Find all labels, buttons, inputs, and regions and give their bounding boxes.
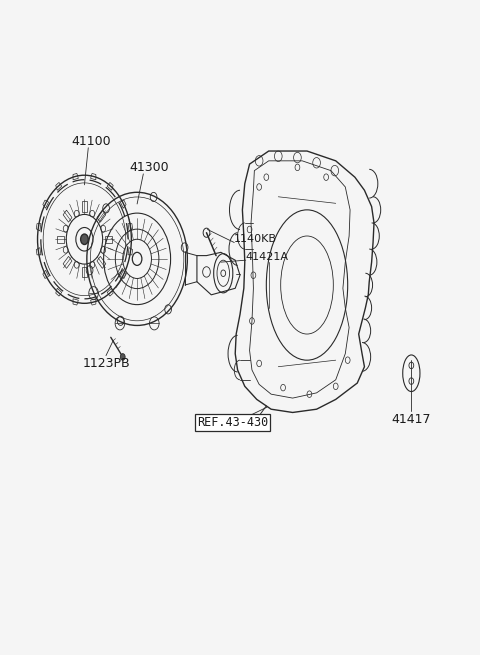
Text: REF.43-430: REF.43-430 [197,416,268,429]
Text: 41300: 41300 [129,161,168,174]
Text: 41421A: 41421A [246,252,289,262]
Circle shape [81,234,88,244]
Circle shape [120,354,125,360]
Text: 1140KB: 1140KB [234,234,277,244]
Text: 1123PB: 1123PB [82,357,130,370]
Text: 41100: 41100 [72,135,111,148]
Text: 41417: 41417 [392,413,431,426]
